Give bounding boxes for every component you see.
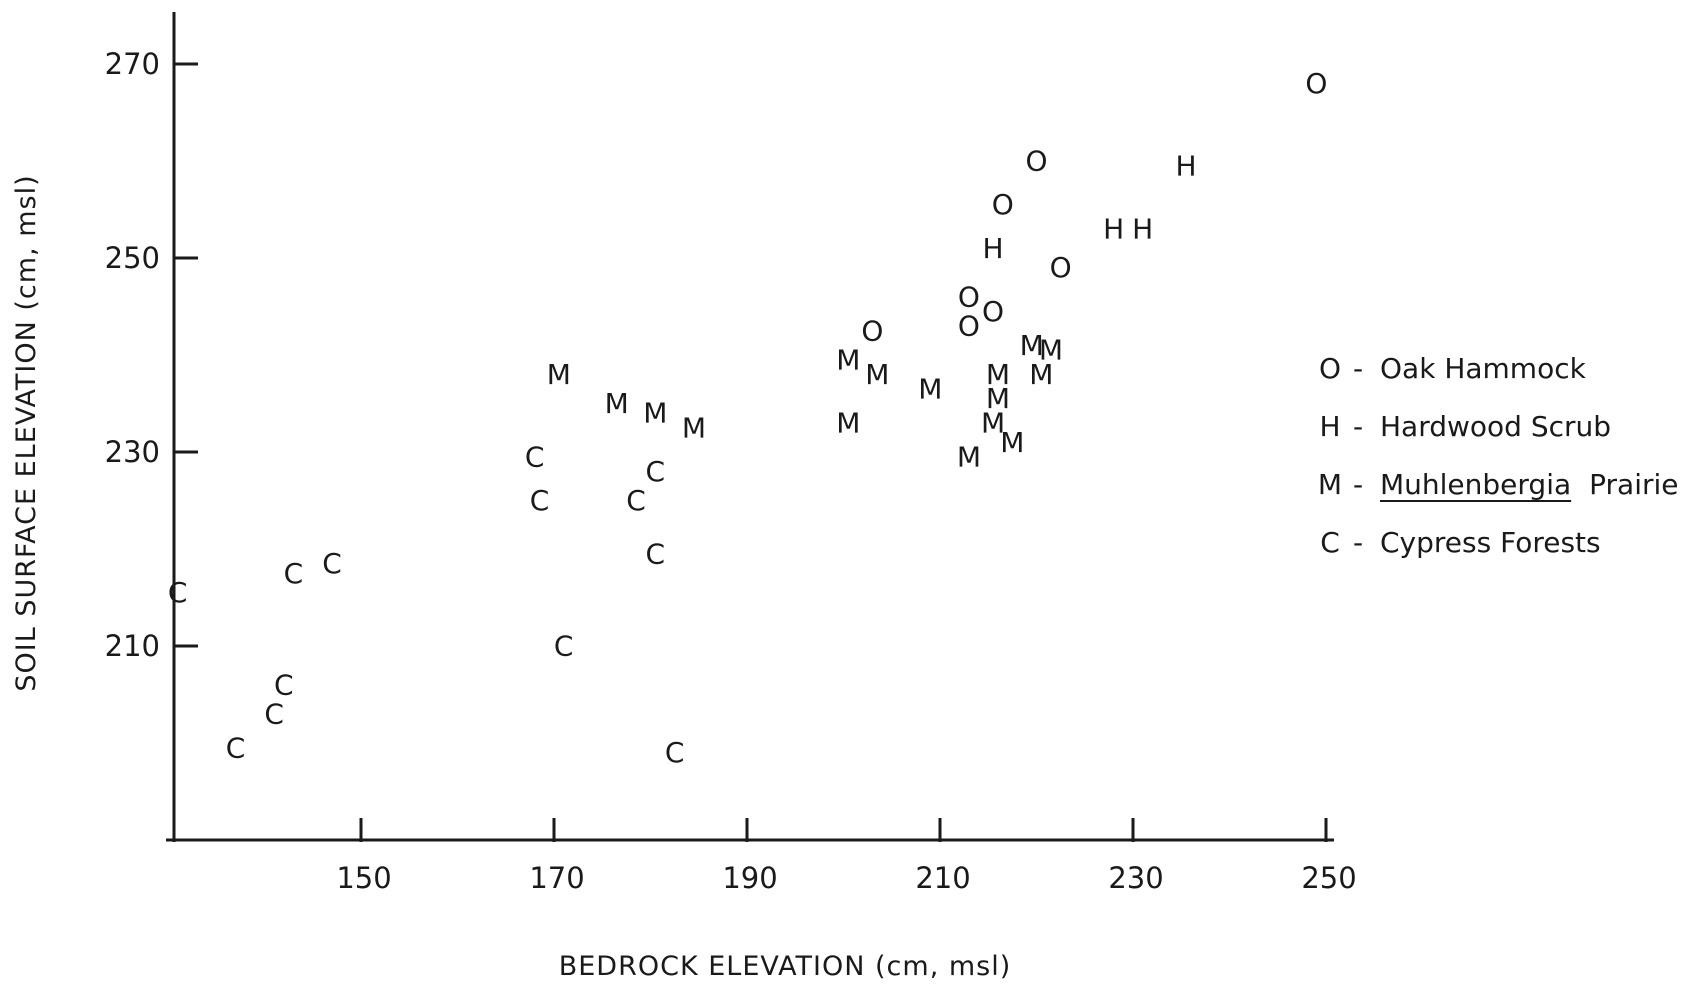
point-c: C [626,484,646,517]
x-axis-label: BEDROCK ELEVATION (cm, msl) [559,951,1012,982]
legend-dash: - [1353,410,1363,443]
point-o: O [982,295,1004,328]
point-o: O [1305,67,1327,100]
point-m: M [643,397,667,430]
legend-dash: - [1353,526,1363,559]
axes [166,12,1334,842]
legend-item-c: C - Cypress Forests [1320,526,1600,559]
point-m: M [605,387,629,420]
legend-symbol: O [1319,352,1341,385]
x-tick-label: 190 [722,861,777,895]
y-tick-label: 210 [105,629,160,663]
point-c: C [168,576,188,609]
legend-dash: - [1353,352,1363,385]
point-m: M [836,406,860,439]
point-c: C [525,440,545,473]
point-c: C [530,484,550,517]
point-c: C [284,557,304,590]
y-axis-label: SOIL SURFACE ELEVATION (cm, msl) [11,174,42,691]
y-tick-label: 230 [105,435,160,469]
point-h: H [1176,149,1197,182]
x-tick-label: 250 [1301,861,1356,895]
point-m: M [865,358,889,391]
legend-item-h: H - Hardwood Scrub [1319,410,1611,443]
point-m: M [836,343,860,376]
legend-underlined-label: Muhlenbergia [1380,468,1571,501]
point-c: C [322,547,342,580]
point-m: M [547,358,571,391]
legend-label: Hardwood Scrub [1380,410,1611,443]
point-c: C [274,668,294,701]
legend-symbol: H [1319,410,1340,443]
point-o: O [992,188,1014,221]
point-c: C [665,736,685,769]
point-h: H [1132,212,1153,245]
legend-label: Oak Hammock [1380,352,1587,385]
x-tick-label: 230 [1108,861,1163,895]
legend-symbol: C [1320,526,1340,559]
point-m: M [957,440,981,473]
point-c: C [646,537,666,570]
point-m: M [986,358,1010,391]
point-h: H [1103,212,1124,245]
point-h: H [983,232,1004,265]
tick-labels: 150 170 190 210 230 250 210 230 250 270 [105,47,1357,895]
legend-label: Prairie [1589,468,1678,501]
point-m: M [682,411,706,444]
point-c: C [646,455,666,488]
point-o: O [861,314,883,347]
point-c: C [554,630,574,663]
point-o: O [958,309,980,342]
point-o: O [958,280,980,313]
point-m: M [981,406,1005,439]
point-o: O [1050,251,1072,284]
y-tick-label: 270 [105,47,160,81]
point-o: O [1025,145,1047,178]
point-m: M [918,372,942,405]
point-c: C [226,731,246,764]
point-c: C [264,697,284,730]
x-tick-label: 210 [915,861,970,895]
tick-marks [174,62,1328,842]
point-m: M [1020,329,1044,362]
legend-dash: - [1353,468,1363,501]
point-m: M [986,382,1010,415]
y-tick-label: 250 [105,241,160,275]
legend-symbol: M [1318,468,1342,501]
x-tick-label: 150 [336,861,391,895]
legend-item-m: M - Muhlenbergia Prairie [1318,468,1679,502]
point-m: M [1039,334,1063,367]
legend-item-o: O - Oak Hammock [1319,352,1587,385]
point-m: M [1000,426,1024,459]
legend-label: Cypress Forests [1380,526,1601,559]
x-tick-label: 170 [529,861,584,895]
point-m: M [1029,358,1053,391]
